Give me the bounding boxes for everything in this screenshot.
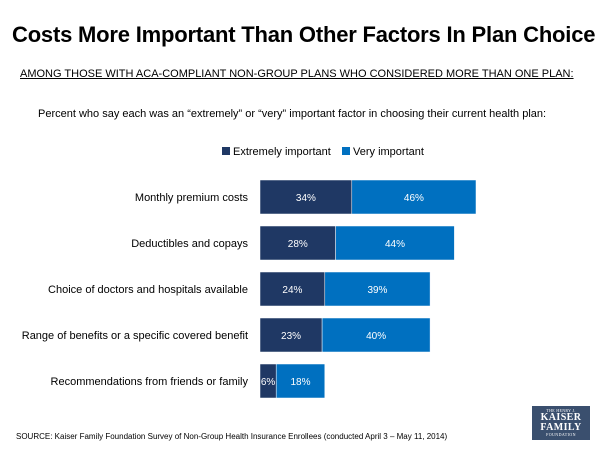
data-label: 6% [261,377,276,388]
legend-label-1: Very important [353,146,424,158]
bar-segment-very [324,271,431,307]
bar-segment-very [275,363,326,399]
category-label: Deductibles and copays [131,238,248,250]
legend-label-0: Extremely important [233,146,331,158]
data-label: 46% [404,193,424,204]
bar-segment-extremely [259,179,353,215]
logo-bottom-text: FOUNDATION [546,432,576,437]
logo-line1: KAISER [540,412,582,423]
source-note: SOURCE: Kaiser Family Foundation Survey … [16,432,448,441]
category-label: Monthly premium costs [135,192,249,204]
kff-logo: THE HENRY J. KAISER FAMILY FOUNDATION [532,406,590,440]
category-label: Range of benefits or a specific covered … [22,330,248,342]
data-label: 28% [288,239,308,250]
stacked-bar-chart: Extremely important Very important Monthly… [22,146,477,399]
bar-segment-very [335,225,455,261]
category-label: Choice of doctors and hospitals availabl… [48,284,248,296]
data-label: 40% [366,331,386,342]
bar-segment-very [351,179,477,215]
logo-top-text: THE HENRY J. [546,408,576,413]
logo-line2: FAMILY [540,422,582,433]
bar-segment-extremely [259,225,336,261]
data-label: 18% [290,377,310,388]
bar-segment-very [321,317,431,353]
page-title: Costs More Important Than Other Factors … [12,22,596,47]
subtitle: AMONG THOSE WITH ACA-COMPLIANT NON-GROUP… [20,68,574,80]
legend-swatch-1 [342,147,350,155]
data-label: 23% [281,331,301,342]
data-label: 34% [296,193,316,204]
bar-segment-extremely [259,271,326,307]
data-label: 44% [385,239,405,250]
category-label: Recommendations from friends or family [51,376,249,388]
bar-segment-extremely [259,317,323,353]
legend-swatch-0 [222,147,230,155]
data-label: 39% [367,285,387,296]
question-text: Percent who say each was an “extremely” … [38,108,547,120]
data-label: 24% [282,285,302,296]
